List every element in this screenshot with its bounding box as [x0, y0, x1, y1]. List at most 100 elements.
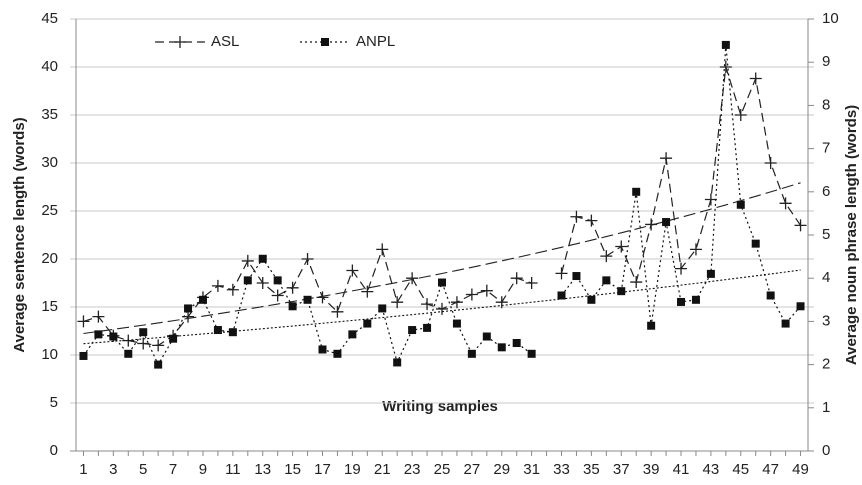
- marker: [645, 218, 658, 231]
- x-tick-label: 3: [109, 461, 117, 478]
- x-tick-label: 49: [792, 461, 809, 478]
- marker: [572, 272, 581, 281]
- marker: [764, 157, 777, 169]
- marker: [286, 281, 299, 294]
- marker: [632, 187, 641, 196]
- marker: [660, 152, 673, 165]
- marker: [721, 40, 730, 49]
- marker: [421, 298, 434, 311]
- marker: [408, 326, 417, 335]
- marker: [393, 358, 402, 367]
- marker: [467, 349, 476, 358]
- marker: [647, 321, 656, 330]
- marker: [436, 302, 448, 315]
- y-tick-label: 30: [41, 154, 58, 171]
- y-tick-label: 5: [50, 394, 58, 411]
- marker: [570, 210, 583, 223]
- x-tick-label: 29: [493, 461, 510, 478]
- marker: [510, 272, 523, 285]
- y2-tick-label: 2: [822, 356, 830, 373]
- marker: [600, 250, 613, 263]
- marker: [346, 264, 359, 277]
- trend-line: [83, 182, 801, 335]
- marker: [318, 345, 327, 354]
- marker: [751, 239, 760, 248]
- y-axis-title: Average sentence length (words): [11, 117, 28, 352]
- marker: [512, 339, 521, 347]
- y2-tick-label: 7: [822, 140, 830, 157]
- marker: [736, 200, 745, 209]
- y-tick-label: 15: [41, 298, 58, 315]
- marker: [137, 337, 150, 350]
- marker: [781, 319, 790, 328]
- y2-tick-label: 1: [822, 399, 830, 416]
- marker: [585, 214, 598, 227]
- marker: [213, 326, 222, 335]
- y2-axis-title: Average noun phrase length (words): [843, 105, 860, 365]
- marker: [94, 330, 103, 339]
- y2-tick-label: 10: [822, 10, 839, 27]
- x-tick-label: 37: [613, 461, 630, 478]
- marker: [602, 276, 611, 285]
- marker: [226, 283, 239, 296]
- y-tick-label: 45: [41, 10, 58, 27]
- marker: [288, 302, 297, 311]
- marker: [689, 243, 702, 256]
- y2-tick-label: 4: [822, 269, 830, 286]
- x-tick-label: 35: [583, 461, 600, 478]
- y-tick-label: 10: [41, 346, 58, 363]
- y-tick-label: 40: [41, 58, 58, 75]
- y-tick-label: 20: [41, 250, 58, 267]
- marker: [525, 277, 538, 289]
- marker: [495, 296, 508, 309]
- x-tick-label: 25: [434, 461, 451, 478]
- x-tick-label: 45: [732, 461, 749, 478]
- marker: [124, 349, 133, 358]
- legend-label: ANPL: [356, 33, 395, 50]
- marker: [303, 295, 312, 304]
- marker: [174, 36, 186, 48]
- marker: [243, 276, 252, 285]
- marker: [438, 278, 446, 287]
- marker: [480, 284, 493, 297]
- marker: [497, 343, 506, 352]
- marker: [719, 61, 732, 73]
- x-tick-label: 17: [314, 461, 331, 478]
- marker: [749, 72, 762, 85]
- x-tick-label: 9: [199, 461, 207, 478]
- marker: [139, 328, 148, 337]
- y2-tick-label: 5: [822, 226, 830, 243]
- x-axis-title: Writing samples: [382, 398, 498, 415]
- marker: [406, 272, 419, 285]
- marker: [109, 332, 118, 341]
- marker: [169, 334, 178, 343]
- marker: [301, 253, 314, 265]
- marker: [779, 197, 792, 210]
- marker: [211, 279, 224, 292]
- marker: [331, 305, 344, 318]
- y-tick-label: 0: [50, 442, 58, 459]
- marker: [154, 360, 163, 369]
- x-tick-label: 33: [553, 461, 570, 478]
- marker: [557, 291, 566, 300]
- marker: [198, 295, 207, 304]
- y2-tick-label: 9: [822, 53, 830, 70]
- y2-tick-label: 8: [822, 96, 830, 113]
- marker: [450, 296, 463, 309]
- marker: [92, 310, 105, 323]
- marker: [766, 291, 775, 300]
- marker: [321, 38, 329, 46]
- marker: [348, 330, 357, 339]
- marker: [376, 243, 389, 256]
- marker: [587, 295, 596, 304]
- legend-label: ASL: [211, 33, 239, 50]
- marker: [704, 193, 717, 206]
- x-tick-label: 5: [139, 461, 147, 478]
- marker: [794, 219, 807, 232]
- marker: [316, 291, 329, 304]
- marker: [378, 304, 387, 313]
- x-tick-label: 11: [225, 461, 241, 478]
- x-tick-label: 43: [703, 461, 720, 478]
- x-tick-label: 19: [344, 461, 361, 478]
